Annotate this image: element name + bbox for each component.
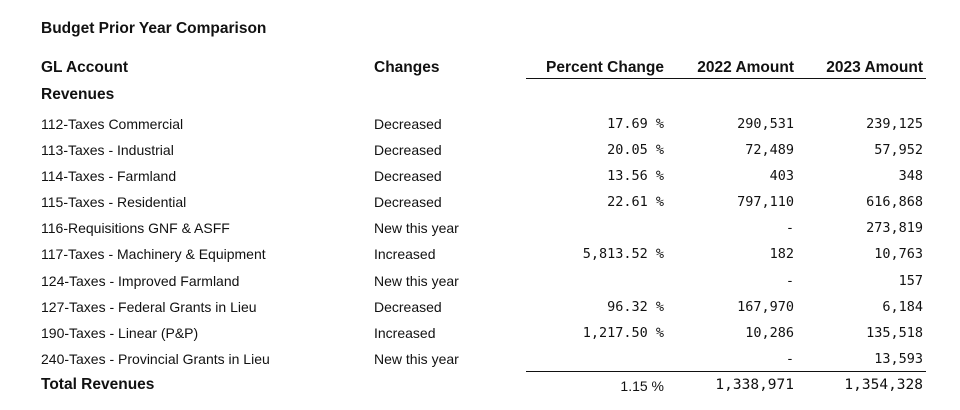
amount-2023-cell: 10,763: [874, 246, 923, 263]
amount-2022-cell: 72,489: [745, 142, 794, 159]
amount-2022-cell: 797,110: [737, 194, 794, 211]
table-row: 124-Taxes - Improved Farmland New this y…: [0, 269, 960, 295]
table-row: 116-Requisitions GNF & ASFF New this yea…: [0, 216, 960, 242]
amount-2023-cell: 616,868: [866, 194, 923, 211]
amount-2023-cell: 273,819: [866, 220, 923, 237]
gl-account-cell: 124-Taxes - Improved Farmland: [41, 272, 240, 289]
header-percent-change: Percent Change: [545, 59, 664, 76]
amount-2023-cell: 348: [898, 168, 923, 185]
total-amount-2022: 1,338,971: [715, 377, 794, 393]
header-changes: Changes: [374, 59, 440, 76]
change-cell: Decreased: [374, 142, 442, 159]
change-cell: Decreased: [374, 168, 442, 185]
table-row: 113-Taxes - Industrial Decreased 20.05 %…: [0, 138, 960, 164]
table-row: 117-Taxes - Machinery & Equipment Increa…: [0, 242, 960, 268]
gl-account-cell: 116-Requisitions GNF & ASFF: [41, 220, 230, 237]
change-cell: Increased: [374, 324, 436, 341]
gl-account-cell: 117-Taxes - Machinery & Equipment: [41, 246, 266, 263]
amount-2022-cell: 10,286: [745, 324, 794, 341]
gl-account-cell: 115-Taxes - Residential: [41, 194, 187, 211]
percent-change-cell: 96.32 %: [607, 298, 664, 315]
amount-2022-cell: -: [785, 350, 794, 367]
amount-2022-cell: 182: [769, 246, 794, 263]
header-2023-amount: 2023 Amount: [826, 59, 923, 76]
total-rule: [526, 371, 926, 372]
change-cell: New this year: [374, 272, 459, 289]
table-row: 190-Taxes - Linear (P&P) Increased 1,217…: [0, 321, 960, 347]
table-row: 115-Taxes - Residential Decreased 22.61 …: [0, 190, 960, 216]
amount-2023-cell: 13,593: [874, 350, 923, 367]
amount-2022-cell: 290,531: [737, 116, 794, 132]
change-cell: Decreased: [374, 194, 442, 211]
total-amount-2023: 1,354,328: [844, 377, 923, 393]
amount-2022-cell: -: [785, 220, 794, 237]
gl-account-cell: 112-Taxes Commercial: [41, 116, 184, 132]
percent-change-cell: 13.56 %: [607, 168, 664, 185]
amount-2022-cell: 167,970: [737, 298, 794, 315]
gl-account-cell: 127-Taxes - Federal Grants in Lieu: [41, 298, 257, 315]
percent-change-cell: 22.61 %: [607, 194, 664, 211]
table-body: 112-Taxes Commercial Decreased 17.69 % 2…: [0, 112, 960, 373]
total-percent-change: 1.15 %: [620, 378, 664, 394]
gl-account-cell: 240-Taxes - Provincial Grants in Lieu: [41, 350, 270, 367]
change-cell: New this year: [374, 220, 459, 237]
amount-2022-cell: 403: [769, 168, 794, 185]
gl-account-cell: 113-Taxes - Industrial: [41, 142, 174, 159]
gl-account-cell: 190-Taxes - Linear (P&P): [41, 324, 199, 341]
table-row: 112-Taxes Commercial Decreased 17.69 % 2…: [0, 112, 960, 138]
percent-change-cell: 5,813.52 %: [582, 246, 664, 263]
table-row: 240-Taxes - Provincial Grants in Lieu Ne…: [0, 347, 960, 373]
total-row: Total Revenues 1.15 % 1,338,971 1,354,32…: [0, 376, 960, 398]
change-cell: Decreased: [374, 116, 442, 132]
table-row: 127-Taxes - Federal Grants in Lieu Decre…: [0, 295, 960, 321]
amount-2023-cell: 239,125: [866, 116, 923, 132]
section-heading-revenues: Revenues: [41, 86, 115, 103]
change-cell: Increased: [374, 246, 436, 263]
percent-change-cell: 17.69 %: [607, 116, 664, 132]
amount-2022-cell: -: [785, 272, 794, 289]
change-cell: New this year: [374, 350, 459, 367]
header-underline: [526, 78, 926, 79]
header-gl-account: GL Account: [41, 59, 128, 76]
gl-account-cell: 114-Taxes - Farmland: [41, 168, 177, 185]
change-cell: Decreased: [374, 298, 442, 315]
table-row: 114-Taxes - Farmland Decreased 13.56 % 4…: [0, 164, 960, 190]
amount-2023-cell: 157: [898, 272, 923, 289]
percent-change-cell: 1,217.50 %: [582, 324, 664, 341]
amount-2023-cell: 135,518: [866, 324, 923, 341]
amount-2023-cell: 6,184: [882, 298, 923, 315]
amount-2023-cell: 57,952: [874, 142, 923, 159]
total-label: Total Revenues: [41, 376, 155, 393]
percent-change-cell: 20.05 %: [607, 142, 664, 159]
header-2022-amount: 2022 Amount: [697, 59, 794, 76]
report-title: Budget Prior Year Comparison: [41, 20, 267, 37]
